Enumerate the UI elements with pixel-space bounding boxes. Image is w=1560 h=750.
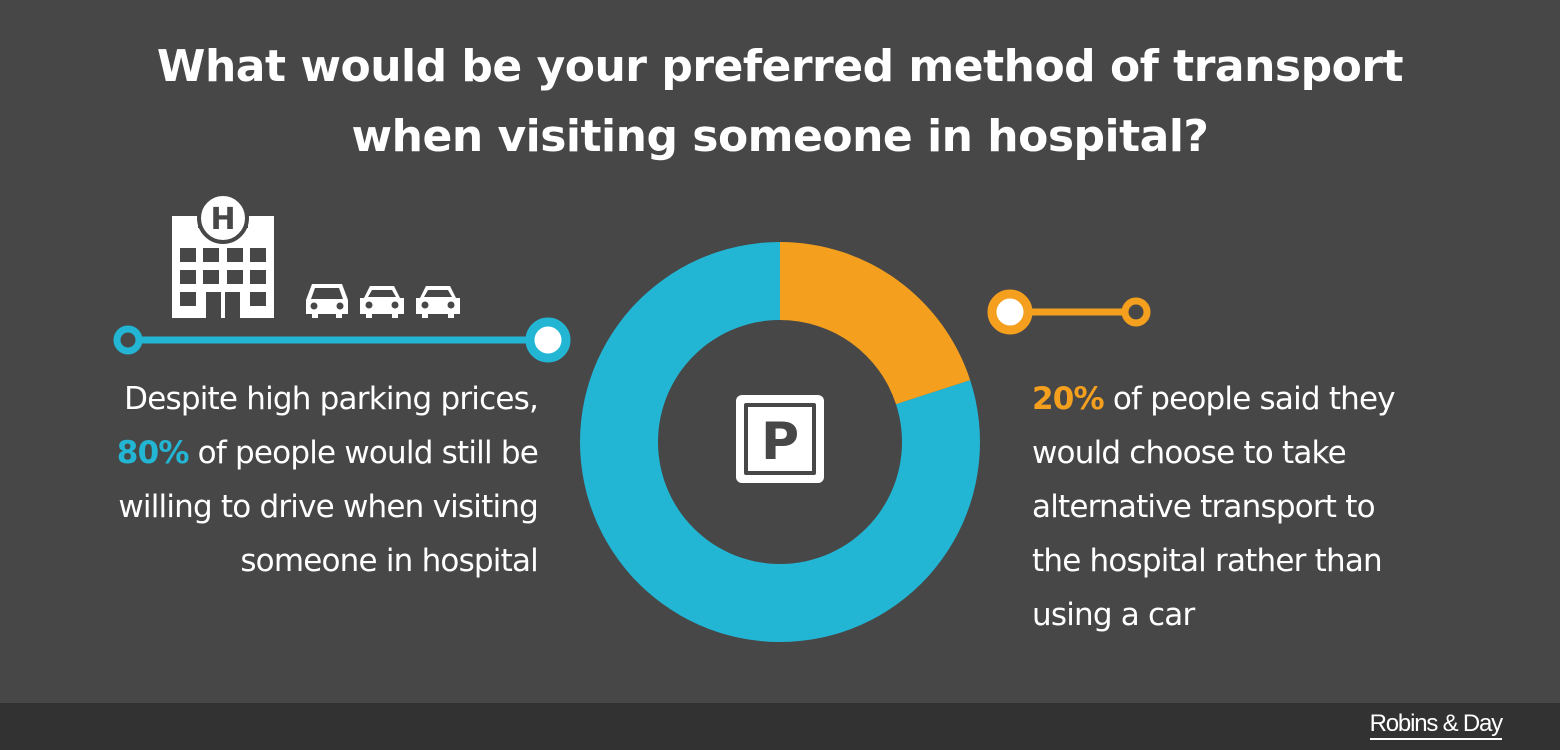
hospital-letter: H — [210, 202, 235, 237]
drive-text-line-4: someone in hospital — [240, 543, 538, 579]
car-icon-2 — [360, 286, 404, 318]
alternative-text-line-3: alternative transport to — [1032, 489, 1376, 525]
drive-percentage: 80% — [116, 435, 190, 471]
chart-title: What would be your preferred method of t… — [0, 32, 1560, 172]
alternative-description: 20% of people said they would choose to … — [1032, 372, 1396, 642]
car-icon-3 — [416, 286, 460, 318]
alternative-percentage: 20% — [1032, 381, 1105, 417]
hospital-building-icon: H — [172, 192, 274, 318]
donut-chart — [580, 242, 980, 642]
alternative-text-line-1-rest: of people said they — [1103, 381, 1396, 417]
drive-description: Despite high parking prices, 80% of peop… — [116, 372, 539, 588]
drive-connector-line — [113, 317, 571, 363]
title-line-2: when visiting someone in hospital? — [351, 111, 1209, 162]
alternative-text-line-1: 20% of people said they — [1032, 372, 1396, 426]
drive-text-line-2: 80% of people would still be — [116, 426, 539, 480]
car-icon-1 — [306, 284, 348, 318]
donut-slice-drive — [580, 242, 980, 642]
drive-text-line-2-rest: of people would still be — [188, 435, 539, 471]
title-line-1: What would be your preferred method of t… — [156, 41, 1404, 92]
alternative-text-line-2: would choose to take — [1032, 435, 1347, 471]
donut-slice-alternative-transport — [780, 242, 971, 405]
alternative-connector-line — [987, 289, 1151, 335]
parking-sign-icon: P — [736, 395, 824, 483]
parking-letter: P — [761, 412, 799, 472]
alternative-text-line-4: the hospital rather than — [1032, 543, 1383, 579]
drive-text-line-3: willing to drive when visiting — [118, 489, 538, 525]
drive-text-line-1: Despite high parking prices, — [124, 381, 539, 417]
brand-logo: Robins & Day — [1369, 711, 1503, 740]
alternative-text-line-5: using a car — [1032, 597, 1195, 633]
footer-bar: Robins & Day — [0, 703, 1560, 750]
